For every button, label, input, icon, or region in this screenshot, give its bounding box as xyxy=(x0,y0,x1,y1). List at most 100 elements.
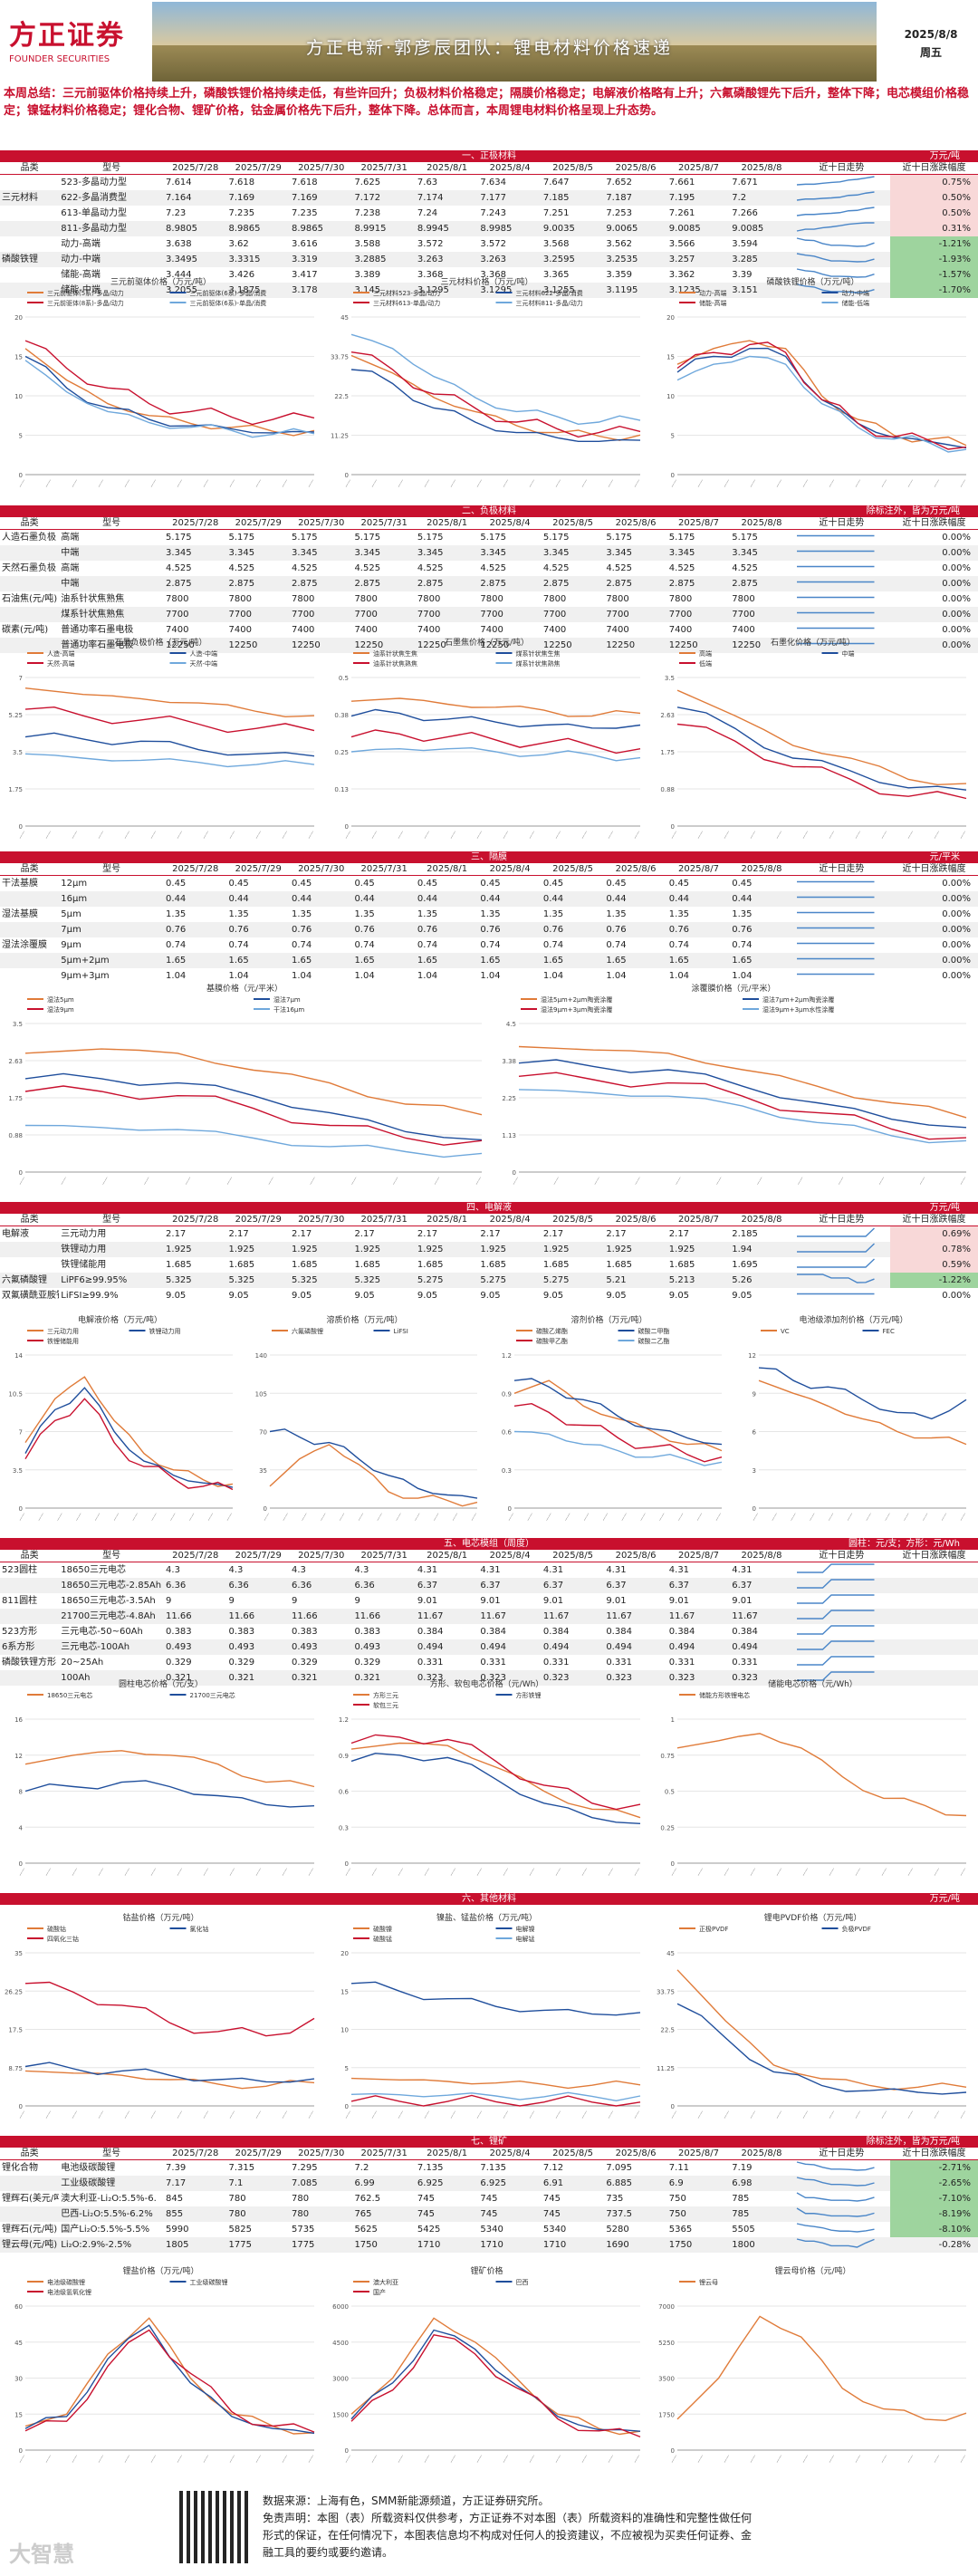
col-date: 2025/8/6 xyxy=(604,863,667,876)
trend-sparkline xyxy=(796,896,875,899)
legend-label: 人造-高端 xyxy=(47,649,75,658)
y-tick-label: 1.13 xyxy=(502,1132,516,1139)
price-cell: 0.383 xyxy=(291,1627,318,1637)
price-cell: 4.525 xyxy=(542,563,570,573)
chart-title: 锂矿价格 xyxy=(470,2265,503,2276)
price-cell: 7.614 xyxy=(166,178,192,187)
x-tick-label: —— xyxy=(696,2110,705,2120)
x-tick-label: —— xyxy=(423,478,432,489)
row-category xyxy=(0,638,60,653)
y-tick-label: 1.75 xyxy=(8,786,23,793)
change-cell: -1.22% xyxy=(890,1273,978,1288)
change-cell: 0.50% xyxy=(890,206,978,221)
price-cell: 2.17 xyxy=(542,1229,564,1239)
row-category xyxy=(0,576,60,591)
section-2: 二、负极材料 除标注外，皆为万元/吨 品类 型号 2025/7/28 2025/7/29 2… xyxy=(0,505,978,653)
change-cell: -1.21% xyxy=(890,236,978,252)
table-row: 工业级碳酸锂 7.17 7.1 7.085 6.99 6.925 6.925 6.91 6.88… xyxy=(0,2176,978,2191)
trend-sparkline xyxy=(796,1594,875,1604)
series-line xyxy=(24,1780,315,1808)
trend-sparkline xyxy=(796,2223,875,2233)
price-cell: 1.04 xyxy=(606,971,627,981)
legend-label: 21700三元电芯 xyxy=(190,1691,235,1699)
y-tick-label: 0 xyxy=(19,1169,23,1177)
series-line xyxy=(24,753,315,768)
change-cell: -8.10% xyxy=(890,2222,978,2237)
trend-cell xyxy=(793,937,890,953)
price-cell: 2.875 xyxy=(478,576,542,591)
y-tick-label: 0 xyxy=(345,2103,349,2110)
y-tick-label: 16 xyxy=(14,1716,23,1724)
x-tick-label: —— xyxy=(755,1176,764,1187)
x-tick-label: —— xyxy=(714,1176,724,1187)
x-tick-label: —— xyxy=(528,478,537,489)
x-tick-label: —— xyxy=(307,1867,316,1878)
y-tick-label: 45 xyxy=(14,2340,23,2347)
price-cell: 2.875 xyxy=(289,576,353,591)
price-cell: 7400 xyxy=(668,625,693,635)
price-cell: 1.04 xyxy=(542,971,564,981)
y-tick-label: 2.25 xyxy=(502,1095,516,1102)
row-category: 碳素(元/吨) xyxy=(2,625,49,635)
table-row: 磷酸铁锂 动力-中端 3.3495 3.3315 3.319 3.2885 3.263 3.2… xyxy=(0,252,978,267)
price-cell: 5.175 xyxy=(606,533,632,543)
price-cell: 5.325 xyxy=(352,1273,416,1288)
section-6: 七、锂矿 除标注外，皆为万元/吨 品类 型号 2025/7/28 2025/7/29 202… xyxy=(0,2136,978,2253)
price-cell: 9.05 xyxy=(166,1291,187,1301)
price-cell: 0.331 xyxy=(668,1658,695,1668)
price-cell: 1.695 xyxy=(732,1260,758,1270)
price-cell: 3.588 xyxy=(354,239,381,249)
x-tick-label: —— xyxy=(168,1512,177,1523)
y-tick-label: 22.5 xyxy=(334,393,349,400)
price-cell: 0.493 xyxy=(289,1639,353,1655)
y-tick-label: 0 xyxy=(753,1505,756,1513)
y-tick-label: 3000 xyxy=(332,2376,349,2383)
x-tick-label: —— xyxy=(544,1512,553,1523)
price-cell: 6.36 xyxy=(226,1578,290,1593)
price-cell: 1.685 xyxy=(228,1260,255,1270)
series-line xyxy=(676,723,967,800)
row-category: 811圆柱 xyxy=(2,1596,38,1606)
series-line xyxy=(24,348,315,437)
price-cell: 1.685 xyxy=(417,1260,444,1270)
price-cell: 3.345 xyxy=(604,545,667,561)
row-model: LiPF6≥99.95% xyxy=(59,1273,165,1288)
trend-sparkline xyxy=(796,565,875,568)
price-cell: 1.65 xyxy=(352,953,416,968)
table-row: 普通功率石墨电极 12250 12250 12250 12250 12250 12250 12… xyxy=(0,638,978,653)
change-cell xyxy=(890,1639,978,1655)
sparkline-path xyxy=(796,2223,875,2233)
price-cell: 5.325 xyxy=(164,1273,227,1288)
price-cell: 3.1235 xyxy=(666,283,731,298)
price-cell: 4.525 xyxy=(417,563,444,573)
section-unit: 万元/吨 xyxy=(929,151,960,161)
x-tick-label: —— xyxy=(502,2454,511,2465)
x-tick-label: —— xyxy=(423,830,432,841)
table-row: 双氟磺酰亚胺锂 LiFSI≥99.9% 9.05 9.05 9.05 9.05 9.05 9.… xyxy=(0,1288,978,1303)
legend-label: 方形铁锂 xyxy=(516,1691,542,1699)
trend-cell xyxy=(793,2222,890,2237)
price-cell: 3.345 xyxy=(352,545,416,561)
table-row: 5μm+2μm 1.65 1.65 1.65 1.65 1.65 1.65 1.65 1.65 1… xyxy=(0,953,978,968)
row-category xyxy=(0,922,60,937)
col-date: 2025/8/4 xyxy=(478,1214,542,1226)
col-date: 2025/7/31 xyxy=(352,1214,416,1226)
x-tick-label: —— xyxy=(423,1867,432,1878)
price-cell: 745 xyxy=(478,2206,542,2222)
col-date: 2025/8/7 xyxy=(666,2148,731,2160)
price-cell: 7700 xyxy=(604,607,667,622)
price-cell: 5340 xyxy=(480,2225,503,2235)
price-cell: 3.345 xyxy=(541,545,605,561)
sparkline-path xyxy=(796,1671,875,1681)
price-cell: 1.94 xyxy=(730,1242,793,1257)
footer: 数据来源：上海有色，SMM新能源频道，方正证券研究所。 免责声明：本图（表）所载… xyxy=(0,2482,978,2576)
row-model: 7μm xyxy=(59,922,165,937)
price-cell: 5.175 xyxy=(668,533,695,543)
price-cell: 7.185 xyxy=(541,190,605,206)
change-cell xyxy=(890,1624,978,1639)
price-cell: 12250 xyxy=(289,638,353,653)
x-tick-label: —— xyxy=(176,2110,185,2120)
row-model: 20~25Ah xyxy=(61,1658,104,1668)
x-tick-label: —— xyxy=(828,478,837,489)
price-cell: 5.213 xyxy=(666,1273,731,1288)
